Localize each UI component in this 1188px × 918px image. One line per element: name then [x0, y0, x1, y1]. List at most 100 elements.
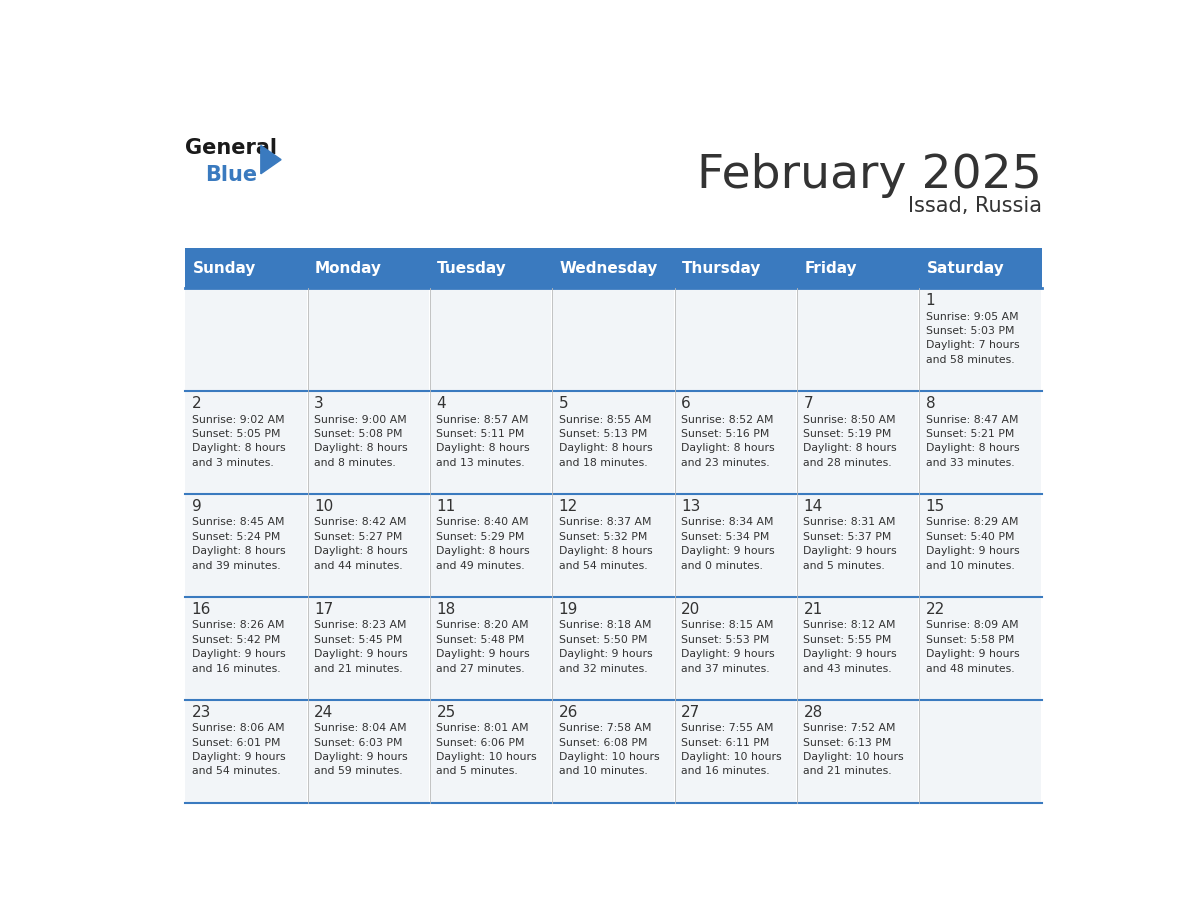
- Text: 8: 8: [925, 397, 935, 411]
- Text: Sunrise: 8:01 AM
Sunset: 6:06 PM
Daylight: 10 hours
and 5 minutes.: Sunrise: 8:01 AM Sunset: 6:06 PM Dayligh…: [436, 723, 537, 777]
- FancyBboxPatch shape: [185, 495, 307, 597]
- Text: 20: 20: [681, 602, 700, 617]
- FancyBboxPatch shape: [552, 598, 674, 700]
- FancyBboxPatch shape: [430, 700, 551, 803]
- Text: Sunrise: 8:12 AM
Sunset: 5:55 PM
Daylight: 9 hours
and 43 minutes.: Sunrise: 8:12 AM Sunset: 5:55 PM Dayligh…: [803, 621, 897, 674]
- Text: Sunrise: 8:15 AM
Sunset: 5:53 PM
Daylight: 9 hours
and 37 minutes.: Sunrise: 8:15 AM Sunset: 5:53 PM Dayligh…: [681, 621, 775, 674]
- Text: Sunrise: 8:45 AM
Sunset: 5:24 PM
Daylight: 8 hours
and 39 minutes.: Sunrise: 8:45 AM Sunset: 5:24 PM Dayligh…: [191, 518, 285, 571]
- Text: General: General: [185, 139, 277, 159]
- FancyBboxPatch shape: [308, 495, 429, 597]
- FancyBboxPatch shape: [797, 700, 918, 803]
- Text: 9: 9: [191, 499, 202, 514]
- FancyBboxPatch shape: [552, 495, 674, 597]
- FancyBboxPatch shape: [675, 495, 796, 597]
- Text: Sunday: Sunday: [192, 261, 257, 275]
- FancyBboxPatch shape: [308, 700, 429, 803]
- Text: Tuesday: Tuesday: [437, 261, 507, 275]
- FancyBboxPatch shape: [308, 598, 429, 700]
- FancyBboxPatch shape: [308, 248, 430, 288]
- Text: Monday: Monday: [315, 261, 383, 275]
- Text: Sunrise: 9:05 AM
Sunset: 5:03 PM
Daylight: 7 hours
and 58 minutes.: Sunrise: 9:05 AM Sunset: 5:03 PM Dayligh…: [925, 311, 1019, 364]
- Text: Sunrise: 8:29 AM
Sunset: 5:40 PM
Daylight: 9 hours
and 10 minutes.: Sunrise: 8:29 AM Sunset: 5:40 PM Dayligh…: [925, 518, 1019, 571]
- Text: 10: 10: [314, 499, 334, 514]
- Text: 27: 27: [681, 705, 700, 720]
- FancyBboxPatch shape: [185, 248, 308, 288]
- Text: Sunrise: 7:52 AM
Sunset: 6:13 PM
Daylight: 10 hours
and 21 minutes.: Sunrise: 7:52 AM Sunset: 6:13 PM Dayligh…: [803, 723, 904, 777]
- Text: 16: 16: [191, 602, 211, 617]
- FancyBboxPatch shape: [185, 289, 307, 391]
- FancyBboxPatch shape: [675, 700, 796, 803]
- FancyBboxPatch shape: [920, 598, 1041, 700]
- Text: Sunrise: 9:00 AM
Sunset: 5:08 PM
Daylight: 8 hours
and 8 minutes.: Sunrise: 9:00 AM Sunset: 5:08 PM Dayligh…: [314, 415, 407, 468]
- FancyBboxPatch shape: [675, 289, 796, 391]
- FancyBboxPatch shape: [920, 289, 1041, 391]
- Text: Sunrise: 8:06 AM
Sunset: 6:01 PM
Daylight: 9 hours
and 54 minutes.: Sunrise: 8:06 AM Sunset: 6:01 PM Dayligh…: [191, 723, 285, 777]
- Text: Sunrise: 8:18 AM
Sunset: 5:50 PM
Daylight: 9 hours
and 32 minutes.: Sunrise: 8:18 AM Sunset: 5:50 PM Dayligh…: [558, 621, 652, 674]
- FancyBboxPatch shape: [430, 289, 551, 391]
- FancyBboxPatch shape: [185, 598, 307, 700]
- Text: Sunrise: 8:52 AM
Sunset: 5:16 PM
Daylight: 8 hours
and 23 minutes.: Sunrise: 8:52 AM Sunset: 5:16 PM Dayligh…: [681, 415, 775, 468]
- FancyBboxPatch shape: [308, 392, 429, 494]
- Text: 13: 13: [681, 499, 701, 514]
- Text: 25: 25: [436, 705, 456, 720]
- FancyBboxPatch shape: [797, 248, 920, 288]
- FancyBboxPatch shape: [675, 392, 796, 494]
- Text: Issad, Russia: Issad, Russia: [908, 196, 1042, 217]
- Text: 21: 21: [803, 602, 822, 617]
- FancyBboxPatch shape: [552, 248, 675, 288]
- Text: Thursday: Thursday: [682, 261, 762, 275]
- FancyBboxPatch shape: [920, 495, 1041, 597]
- FancyBboxPatch shape: [308, 289, 429, 391]
- Text: Sunrise: 8:55 AM
Sunset: 5:13 PM
Daylight: 8 hours
and 18 minutes.: Sunrise: 8:55 AM Sunset: 5:13 PM Dayligh…: [558, 415, 652, 468]
- Text: Sunrise: 8:47 AM
Sunset: 5:21 PM
Daylight: 8 hours
and 33 minutes.: Sunrise: 8:47 AM Sunset: 5:21 PM Dayligh…: [925, 415, 1019, 468]
- Text: Sunrise: 8:04 AM
Sunset: 6:03 PM
Daylight: 9 hours
and 59 minutes.: Sunrise: 8:04 AM Sunset: 6:03 PM Dayligh…: [314, 723, 407, 777]
- Text: Sunrise: 8:50 AM
Sunset: 5:19 PM
Daylight: 8 hours
and 28 minutes.: Sunrise: 8:50 AM Sunset: 5:19 PM Dayligh…: [803, 415, 897, 468]
- Text: 17: 17: [314, 602, 334, 617]
- Text: 28: 28: [803, 705, 822, 720]
- FancyBboxPatch shape: [552, 700, 674, 803]
- FancyBboxPatch shape: [430, 248, 552, 288]
- Text: 18: 18: [436, 602, 456, 617]
- FancyBboxPatch shape: [797, 392, 918, 494]
- Text: 2: 2: [191, 397, 202, 411]
- FancyBboxPatch shape: [797, 289, 918, 391]
- Text: Sunrise: 8:40 AM
Sunset: 5:29 PM
Daylight: 8 hours
and 49 minutes.: Sunrise: 8:40 AM Sunset: 5:29 PM Dayligh…: [436, 518, 530, 571]
- FancyBboxPatch shape: [185, 700, 307, 803]
- Text: 19: 19: [558, 602, 579, 617]
- FancyBboxPatch shape: [675, 598, 796, 700]
- Text: February 2025: February 2025: [696, 152, 1042, 197]
- Text: 26: 26: [558, 705, 579, 720]
- Text: 11: 11: [436, 499, 456, 514]
- FancyBboxPatch shape: [920, 392, 1041, 494]
- Text: Sunrise: 8:34 AM
Sunset: 5:34 PM
Daylight: 9 hours
and 0 minutes.: Sunrise: 8:34 AM Sunset: 5:34 PM Dayligh…: [681, 518, 775, 571]
- Text: Sunrise: 8:23 AM
Sunset: 5:45 PM
Daylight: 9 hours
and 21 minutes.: Sunrise: 8:23 AM Sunset: 5:45 PM Dayligh…: [314, 621, 407, 674]
- Text: Friday: Friday: [804, 261, 857, 275]
- Text: 6: 6: [681, 397, 690, 411]
- Text: 12: 12: [558, 499, 579, 514]
- FancyBboxPatch shape: [430, 495, 551, 597]
- FancyBboxPatch shape: [430, 598, 551, 700]
- Polygon shape: [261, 145, 282, 174]
- Text: Blue: Blue: [206, 165, 258, 185]
- FancyBboxPatch shape: [675, 248, 797, 288]
- Text: Sunrise: 8:57 AM
Sunset: 5:11 PM
Daylight: 8 hours
and 13 minutes.: Sunrise: 8:57 AM Sunset: 5:11 PM Dayligh…: [436, 415, 530, 468]
- Text: Sunrise: 8:20 AM
Sunset: 5:48 PM
Daylight: 9 hours
and 27 minutes.: Sunrise: 8:20 AM Sunset: 5:48 PM Dayligh…: [436, 621, 530, 674]
- FancyBboxPatch shape: [920, 248, 1042, 288]
- Text: Sunrise: 8:37 AM
Sunset: 5:32 PM
Daylight: 8 hours
and 54 minutes.: Sunrise: 8:37 AM Sunset: 5:32 PM Dayligh…: [558, 518, 652, 571]
- Text: Sunrise: 8:42 AM
Sunset: 5:27 PM
Daylight: 8 hours
and 44 minutes.: Sunrise: 8:42 AM Sunset: 5:27 PM Dayligh…: [314, 518, 407, 571]
- Text: Sunrise: 8:31 AM
Sunset: 5:37 PM
Daylight: 9 hours
and 5 minutes.: Sunrise: 8:31 AM Sunset: 5:37 PM Dayligh…: [803, 518, 897, 571]
- Text: 23: 23: [191, 705, 211, 720]
- FancyBboxPatch shape: [552, 289, 674, 391]
- Text: Sunrise: 7:58 AM
Sunset: 6:08 PM
Daylight: 10 hours
and 10 minutes.: Sunrise: 7:58 AM Sunset: 6:08 PM Dayligh…: [558, 723, 659, 777]
- Text: Sunrise: 7:55 AM
Sunset: 6:11 PM
Daylight: 10 hours
and 16 minutes.: Sunrise: 7:55 AM Sunset: 6:11 PM Dayligh…: [681, 723, 782, 777]
- Text: 1: 1: [925, 293, 935, 308]
- FancyBboxPatch shape: [185, 392, 307, 494]
- Text: 7: 7: [803, 397, 813, 411]
- Text: 14: 14: [803, 499, 822, 514]
- Text: 24: 24: [314, 705, 334, 720]
- Text: 4: 4: [436, 397, 446, 411]
- FancyBboxPatch shape: [797, 495, 918, 597]
- Text: 3: 3: [314, 397, 324, 411]
- Text: 22: 22: [925, 602, 944, 617]
- Text: Saturday: Saturday: [927, 261, 1004, 275]
